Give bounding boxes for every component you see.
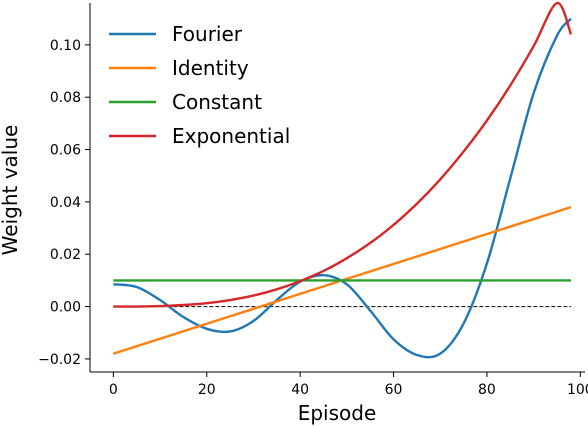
series-line-fourier bbox=[113, 17, 572, 359]
legend-label-fourier: Fourier bbox=[172, 22, 243, 46]
y-tick-label: −0.02 bbox=[38, 352, 81, 368]
legend-label-identity: Identity bbox=[172, 56, 249, 80]
y-tick-label: 0.08 bbox=[50, 90, 81, 106]
x-tick-label: 100 bbox=[567, 382, 588, 398]
y-tick-label: 0.06 bbox=[50, 143, 81, 159]
y-tick-label: 0.04 bbox=[50, 195, 81, 211]
legend-label-exponential: Exponential bbox=[172, 124, 290, 148]
y-axis-title: Weight value bbox=[0, 125, 22, 256]
y-tick-label: 0.00 bbox=[50, 300, 81, 316]
series-line-exponential bbox=[113, 1, 573, 308]
x-tick-label: 60 bbox=[385, 382, 403, 398]
series-layer bbox=[112, 1, 573, 359]
y-tick-label: 0.02 bbox=[50, 247, 81, 263]
axes: 0 20 40 60 80 100 −0.02 0.00 0.02 0.04 0.06 0.08 0.1… bbox=[38, 3, 588, 398]
y-tick-label: 0.10 bbox=[50, 38, 81, 54]
x-tick-label: 20 bbox=[198, 382, 216, 398]
x-tick-label: 0 bbox=[109, 382, 118, 398]
x-tick-label: 80 bbox=[478, 382, 496, 398]
series-line-identity bbox=[112, 205, 572, 355]
x-axis-title: Episode bbox=[298, 401, 377, 425]
legend-label-constant: Constant bbox=[172, 90, 262, 114]
legend: Fourier Identity Constant Exponential bbox=[109, 22, 290, 148]
x-tick-label: 40 bbox=[291, 382, 309, 398]
